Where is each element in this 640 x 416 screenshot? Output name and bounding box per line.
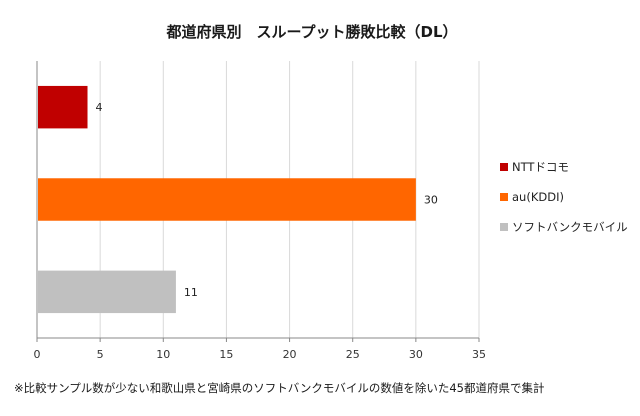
legend-label: NTTドコモ <box>512 160 569 174</box>
bar-3 <box>38 270 176 314</box>
x-tick-label: 20 <box>283 348 297 361</box>
x-tick-label: 35 <box>472 348 486 361</box>
x-tick-label: 5 <box>97 348 104 361</box>
x-tick-label: 15 <box>219 348 233 361</box>
bars: 4 30 11 <box>38 85 438 314</box>
legend-label: au(KDDI) <box>512 190 564 204</box>
x-tick-label: 10 <box>156 348 170 361</box>
data-label: 30 <box>424 194 438 207</box>
footnote: ※比較サンプル数が少ない和歌山県と宮崎県のソフトバンクモバイルの数値を除いた45… <box>14 381 545 395</box>
legend-label: ソフトバンクモバイル <box>512 220 628 234</box>
legend: NTTドコモ au(KDDI) ソフトバンクモバイル <box>500 160 628 234</box>
data-label: 11 <box>184 286 198 299</box>
axes: 0 5 10 15 20 25 30 35 <box>34 61 486 361</box>
chart-title: 都道府県別 スループット勝敗比較（DL） <box>165 23 457 41</box>
legend-swatch <box>500 163 508 171</box>
x-tick-label: 30 <box>409 348 423 361</box>
bar-2 <box>38 178 416 221</box>
legend-swatch <box>500 193 508 201</box>
data-label: 4 <box>96 101 103 114</box>
x-tick-label: 25 <box>346 348 360 361</box>
legend-swatch <box>500 223 508 231</box>
x-tick-label: 0 <box>34 348 41 361</box>
bar-1 <box>38 85 88 129</box>
